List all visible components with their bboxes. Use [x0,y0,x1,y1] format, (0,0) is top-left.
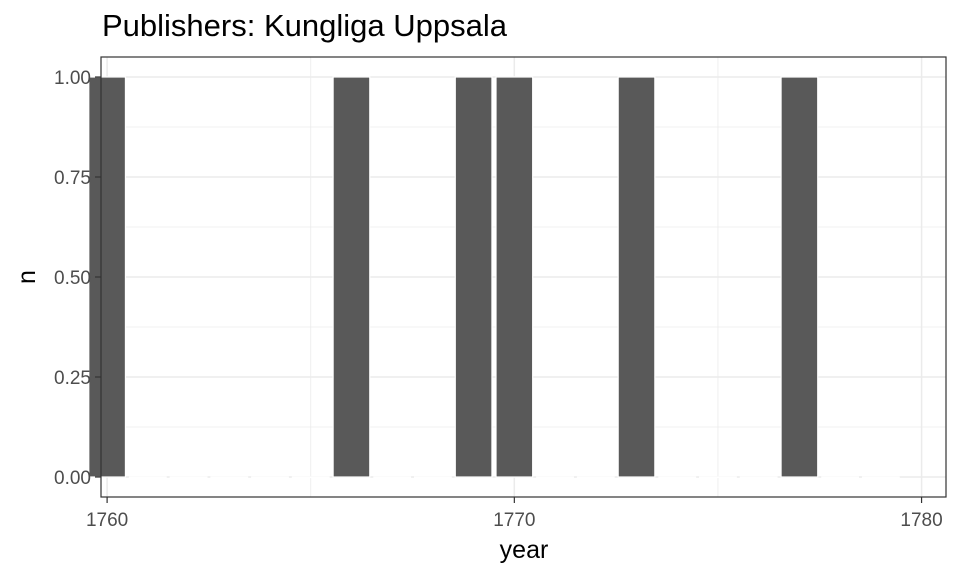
bar-1765 [291,476,330,479]
bar-1773 [617,76,656,478]
bar-1763 [210,476,249,479]
bar-1762 [169,476,208,479]
bar-1766 [332,76,371,478]
y-tick-label: 0.00 [54,468,91,489]
x-axis-title: year [500,536,549,564]
y-tick-label: 0.25 [54,368,91,389]
x-tick-label: 1770 [493,510,535,531]
bar-1779 [861,476,900,479]
y-tick-label: 1.00 [54,68,91,89]
bar-1770 [495,76,534,478]
bar-1761 [128,476,167,479]
y-axis-title: n [13,270,41,284]
bar-1771 [536,476,574,479]
x-tick-label: 1760 [86,510,128,531]
bar-1769 [454,76,493,478]
bar-1774 [658,476,697,479]
bar-1775 [699,476,737,479]
bar-1772 [576,476,615,479]
bar-1776 [739,476,778,479]
y-tick-label: 0.75 [54,168,91,189]
bar-1777 [780,76,819,478]
bar-1768 [413,476,452,479]
y-tick-label: 0.50 [54,268,91,289]
bar-1778 [821,476,860,479]
plot-panel: 0.00 0.25 0.50 0.75 1.00 1760 1770 1780 [54,56,947,531]
bar-1764 [251,476,289,479]
x-tick-label: 1780 [900,510,942,531]
chart-title: Publishers: Kungliga Uppsala [102,8,508,43]
bar-1767 [373,476,412,479]
bar-1760 [88,76,127,478]
